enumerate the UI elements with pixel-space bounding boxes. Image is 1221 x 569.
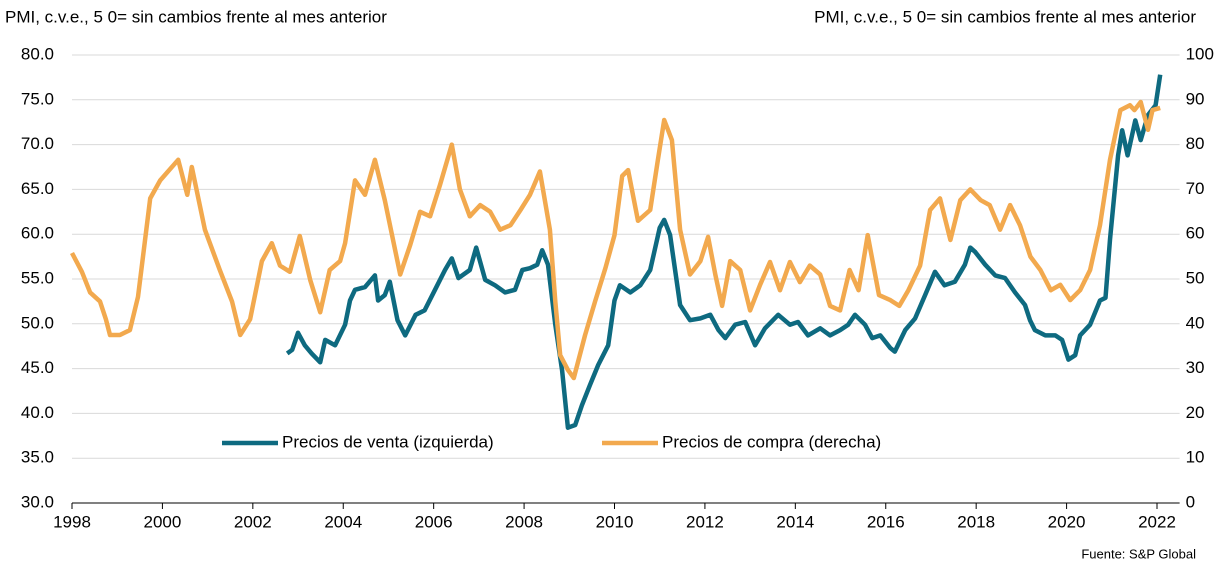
source: Fuente: S&P Global xyxy=(1081,546,1196,561)
y2-tick-label: 80 xyxy=(1186,134,1205,153)
y-tick-label: 80.0 xyxy=(21,44,54,63)
x-tick-label: 2002 xyxy=(234,512,272,531)
x-tick-label: 2000 xyxy=(144,512,182,531)
x-tick-label: 2006 xyxy=(415,512,453,531)
y2-tick-label: 50 xyxy=(1186,268,1205,287)
y-tick-label: 75.0 xyxy=(21,89,54,108)
y-tick-label: 60.0 xyxy=(21,224,54,243)
y-tick-label: 50.0 xyxy=(21,313,54,332)
y2-axis-title: PMI, c.v.e., 5 0= sin cambios frente al … xyxy=(814,7,1196,26)
legend-label: Precios de venta (izquierda) xyxy=(282,432,494,451)
y-tick-label: 65.0 xyxy=(21,179,54,198)
x-tick-label: 2010 xyxy=(596,512,634,531)
x-tick-label: 2012 xyxy=(686,512,724,531)
y-tick-label: 45.0 xyxy=(21,358,54,377)
line-series xyxy=(70,99,1161,381)
y2-tick-label: 70 xyxy=(1186,179,1205,198)
y-tick-label: 40.0 xyxy=(21,403,54,422)
x-tick-label: 2020 xyxy=(1048,512,1086,531)
x-tick-label: 2004 xyxy=(324,512,362,531)
y-axis-title: PMI, c.v.e., 5 0= sin cambios frente al … xyxy=(5,7,387,26)
y-tick-label: 70.0 xyxy=(21,134,54,153)
y2-tick-label: 30 xyxy=(1186,358,1205,377)
x-tick-label: 2018 xyxy=(957,512,995,531)
line-series xyxy=(285,74,1163,430)
y-tick-label: 30.0 xyxy=(21,492,54,511)
y2-tick-label: 90 xyxy=(1186,89,1205,108)
x-tick-label: 2008 xyxy=(505,512,543,531)
y-tick-label: 55.0 xyxy=(21,268,54,287)
x-tick-label: 2016 xyxy=(867,512,905,531)
legend-label: Precios de compra (derecha) xyxy=(662,432,881,451)
x-tick-label: 2014 xyxy=(776,512,814,531)
y-tick-label: 35.0 xyxy=(21,448,54,467)
x-tick-label: 1998 xyxy=(53,512,91,531)
y2-tick-label: 40 xyxy=(1186,313,1205,332)
y2-tick-label: 0 xyxy=(1186,492,1195,511)
y2-tick-label: 60 xyxy=(1186,224,1205,243)
y2-tick-label: 20 xyxy=(1186,403,1205,422)
y2-tick-label: 100 xyxy=(1186,44,1214,63)
y2-tick-label: 10 xyxy=(1186,448,1205,467)
x-tick-label: 2022 xyxy=(1138,512,1176,531)
